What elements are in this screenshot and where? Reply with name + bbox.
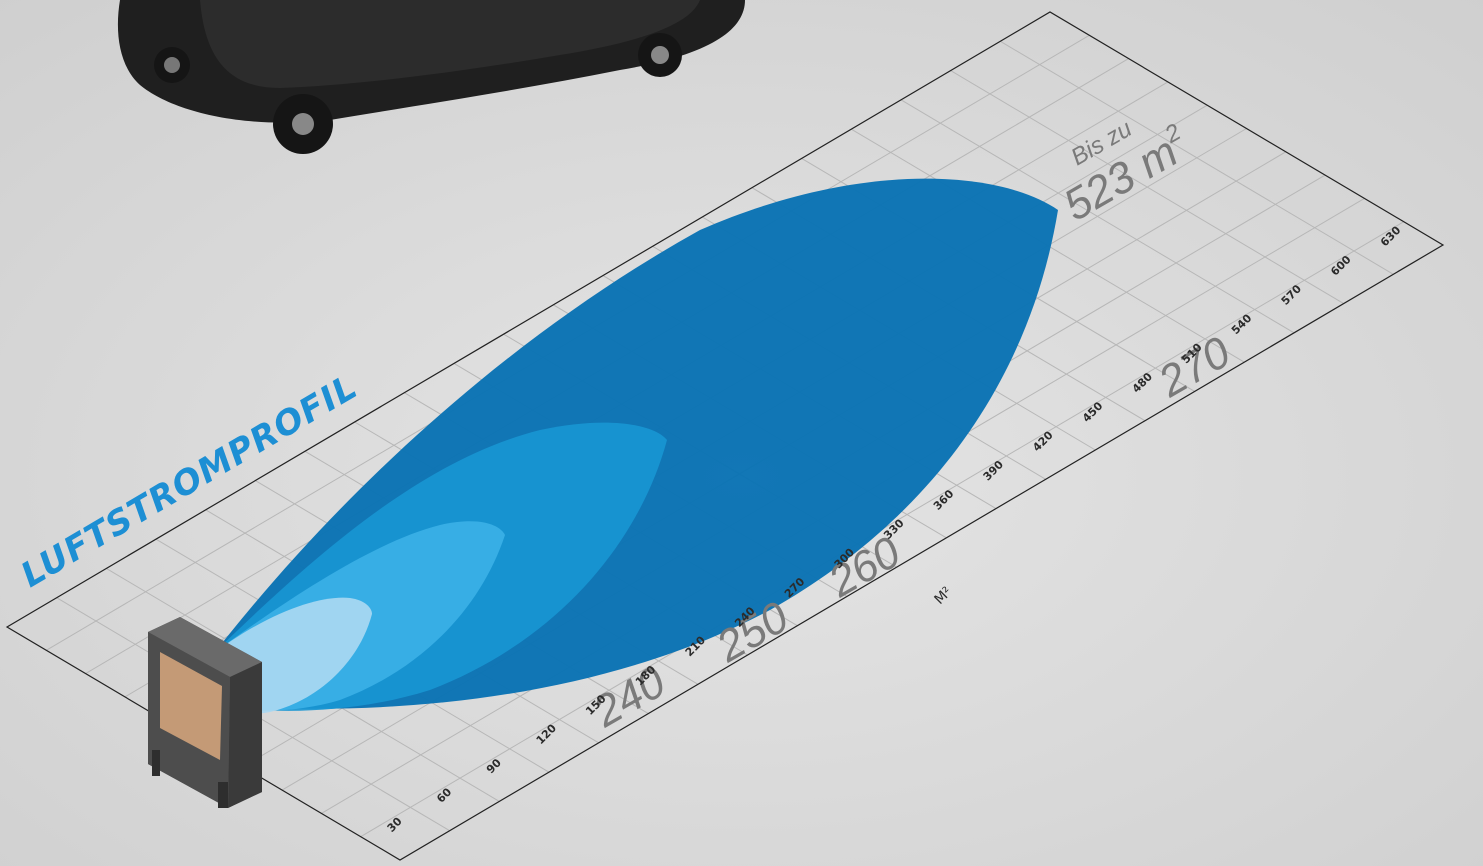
- air-cooler-device: [148, 617, 262, 808]
- grid-border: [5, 11, 1445, 861]
- product-base-image: [117, 0, 745, 154]
